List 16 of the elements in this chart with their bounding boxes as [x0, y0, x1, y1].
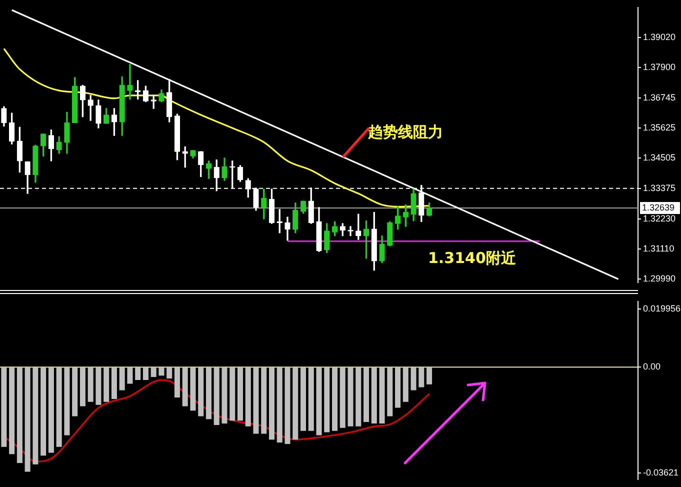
y-tick-label: 1.34505 — [643, 152, 676, 163]
y-tick-label: 1.35625 — [643, 122, 676, 133]
y-tick-label: 1.33375 — [643, 182, 676, 193]
ref-line-label: 1.32639 — [642, 202, 675, 212]
candlestick — [127, 64, 133, 100]
y-tick-label: -0.03621 — [643, 467, 679, 478]
y-tick-label: 0.00 — [643, 362, 661, 372]
annotation: 趋势线阻力 — [367, 122, 443, 141]
annotation: 1.3140附近 — [428, 249, 517, 268]
y-tick-label: 1.37900 — [643, 62, 676, 72]
y-tick-label: 0.019956 — [643, 303, 681, 314]
y-tick-label: 1.32230 — [643, 213, 676, 224]
y-tick-label: 1.31110 — [643, 243, 674, 254]
y-tick-label: 1.29990 — [643, 273, 676, 284]
y-tick-label: 1.39020 — [643, 32, 676, 42]
y-tick-label: 1.36745 — [643, 92, 676, 103]
